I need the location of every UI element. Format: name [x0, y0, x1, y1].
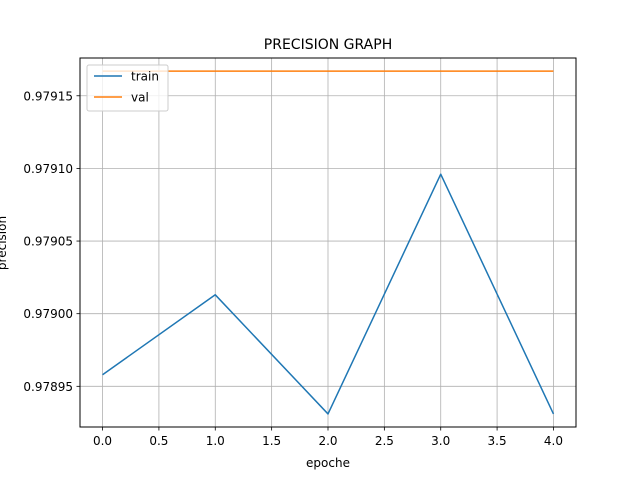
x-tick-label: 2.5: [375, 434, 394, 448]
series-lines: [102, 70, 555, 415]
x-tick-label: 3.0: [431, 434, 450, 448]
x-tick-label: 3.5: [488, 434, 507, 448]
x-axis-label: epoche: [306, 456, 350, 470]
y-tick-label: 0.97905: [23, 235, 73, 249]
x-tick-label: 0.0: [93, 434, 112, 448]
legend: train val: [86, 64, 169, 112]
legend-label-val: val: [131, 91, 149, 105]
x-tick-label: 4.0: [544, 434, 563, 448]
y-axis-label: precision: [0, 216, 9, 270]
x-tick-label: 1.0: [206, 434, 225, 448]
series-line-train: [102, 173, 555, 415]
x-axis-ticks: 0.0 0.5 1.0 1.5 2.0 2.5 3.0 3.5 4.0: [93, 427, 563, 448]
grid: [80, 58, 576, 427]
chart-title: PRECISION GRAPH: [264, 37, 392, 53]
x-tick-label: 1.5: [262, 434, 281, 448]
y-tick-label: 0.97915: [23, 89, 73, 103]
y-axis-ticks: 0.97895 0.97900 0.97905 0.97910 0.97915: [23, 89, 80, 394]
y-tick-label: 0.97900: [23, 307, 73, 321]
x-tick-label: 2.0: [318, 434, 337, 448]
x-tick-label: 0.5: [149, 434, 168, 448]
legend-label-train: train: [131, 70, 159, 84]
y-tick-label: 0.97910: [23, 162, 73, 176]
y-tick-label: 0.97895: [23, 380, 73, 394]
